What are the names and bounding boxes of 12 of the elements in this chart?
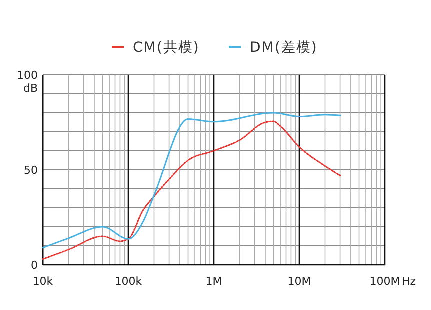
x-tick-label: 100M [370,275,400,288]
x-tick-label: 10M [288,275,312,288]
x-axis-title: Hz [402,275,416,288]
x-tick-label: 100k [114,275,143,288]
legend-label: DM(差模) [250,40,318,56]
y-tick-label: 100 [17,69,38,82]
y-tick-label: 0 [31,259,38,272]
x-tick-label: 1M [206,275,222,288]
y-axis-title: dB [23,82,38,95]
legend-label: CM(共模) [133,40,200,56]
y-tick-label: 50 [24,164,38,177]
x-tick-label: 10k [32,275,54,288]
